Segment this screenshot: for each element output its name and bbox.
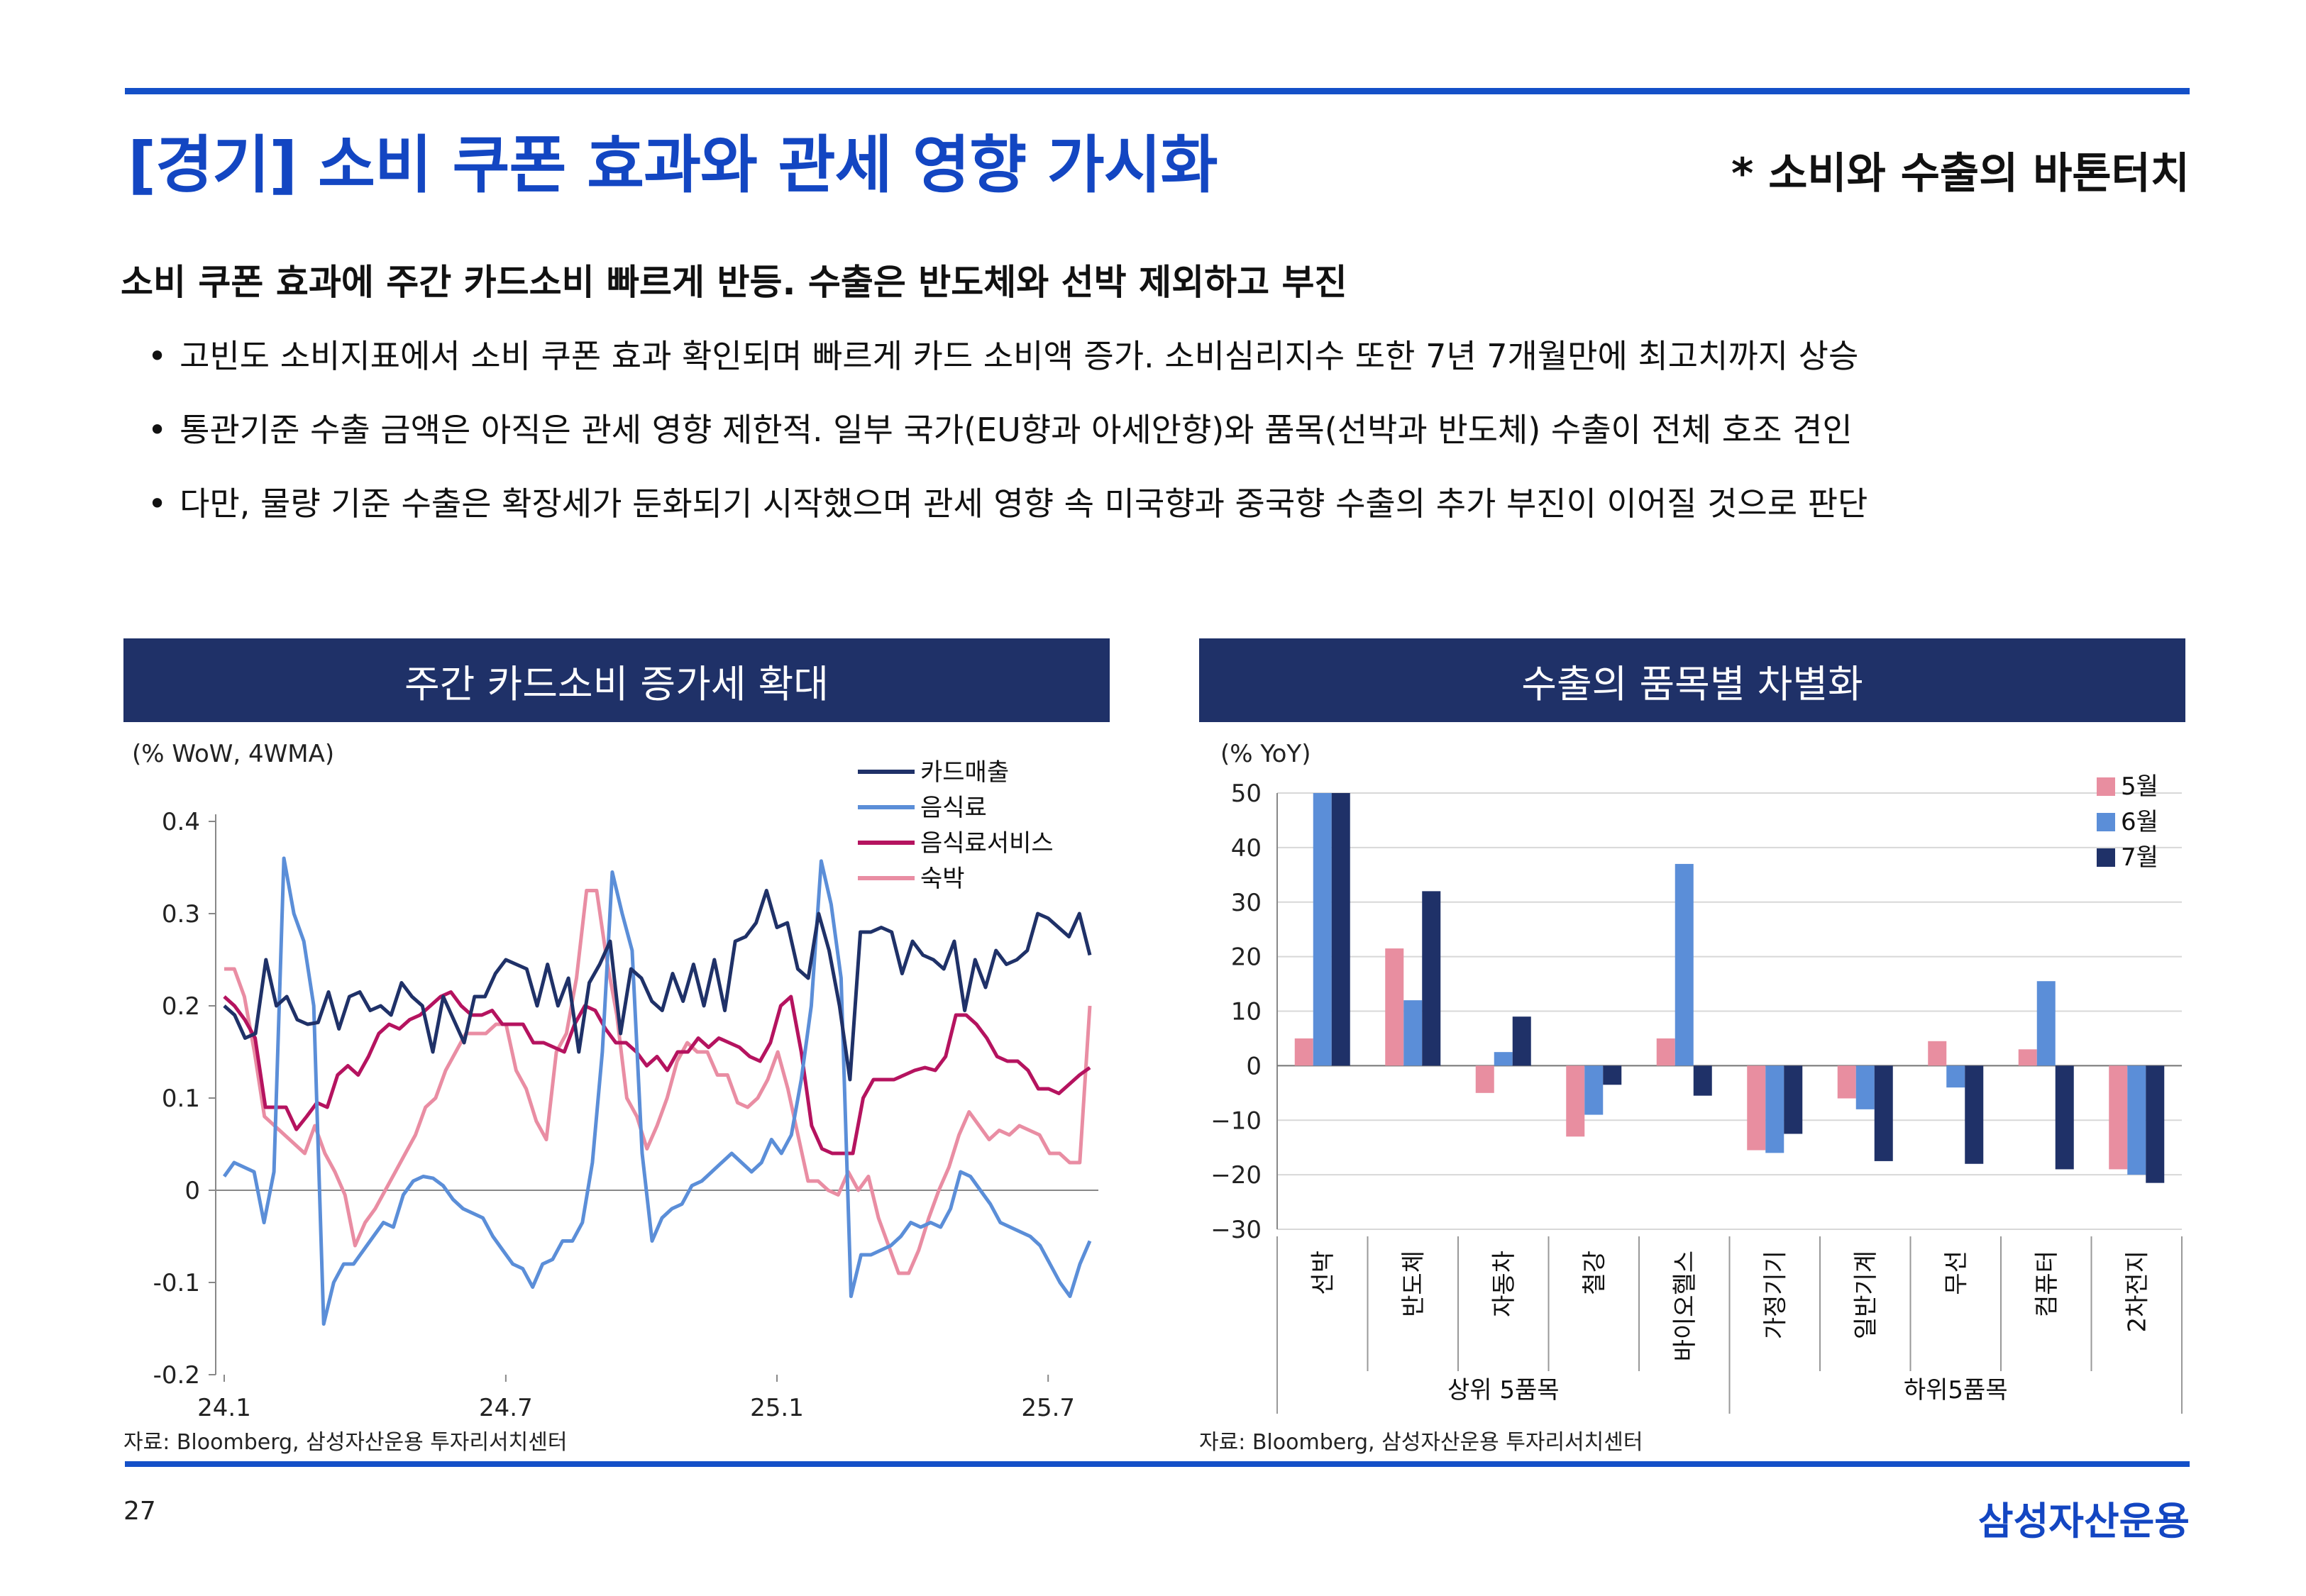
legend-label: 카드매출 [920, 758, 1009, 787]
category-label: 선박 [1309, 1251, 1337, 1295]
y-tick-label: −10 [1210, 1107, 1262, 1135]
bullet-item: 고빈도 소비지표에서 소비 쿠폰 효과 확인되며 빠르게 카드 소비액 증가. … [148, 325, 1868, 399]
bar-9-2 [2036, 981, 2056, 1066]
bar-7-2 [1855, 1065, 1875, 1109]
line-chart: (% WoW, 4WMA) 0.4 0.3 0.2 0.1 0 -0.1 -0.2 24.1 24… [132, 740, 1098, 1422]
legend-label: 음식료 [920, 794, 987, 822]
bar-8-1 [1928, 1041, 1947, 1066]
bar-6-3 [1784, 1065, 1803, 1134]
y-tick-label: 0.2 [162, 992, 200, 1021]
bar-3-1 [1475, 1065, 1494, 1093]
x-tick-label: 24.7 [479, 1394, 533, 1422]
bar-7-1 [1837, 1065, 1856, 1099]
category-label: 무선 [1942, 1251, 1970, 1295]
y-tick-label: 0.4 [162, 808, 200, 836]
bullet-item: 통관기준 수출 금액은 아직은 관세 영향 제한적. 일부 국가(EU향과 아세… [148, 399, 1868, 472]
y-tick-label: -0.1 [153, 1269, 200, 1297]
category-label: 일반기계 [1852, 1251, 1880, 1339]
y-tick-label: 0.1 [162, 1085, 200, 1113]
bar-9-3 [2055, 1065, 2074, 1170]
bar-5-3 [1693, 1065, 1712, 1096]
bar-1-2 [1313, 793, 1332, 1066]
bar-4-1 [1566, 1065, 1585, 1137]
right-chart-title: 수출의 품목별 차별화 [1199, 638, 2185, 722]
y-unit-label: (% YoY) [1220, 740, 1311, 768]
bullet-list: 고빈도 소비지표에서 소비 쿠폰 효과 확인되며 빠르게 카드 소비액 증가. … [148, 325, 1868, 546]
series-line-3 [223, 990, 1091, 1156]
bar-chart: (% YoY) 50 40 30 20 10 0 −10 −20 −30 선박 반도체 자동차 철강 바이오… [1210, 740, 2183, 1414]
left-chart-title: 주간 카드소비 증가세 확대 [123, 638, 1110, 722]
x-tick-label: 25.1 [750, 1394, 804, 1422]
x-tick-label: 24.1 [197, 1394, 251, 1422]
y-tick-label: 0 [184, 1177, 200, 1205]
right-source-note: 자료: Bloomberg, 삼성자산운용 투자리서치센터 [1199, 1430, 1643, 1455]
bar-10-3 [2146, 1065, 2165, 1183]
series-line-1 [223, 889, 1092, 1082]
y-tick-label: 20 [1231, 943, 1262, 972]
left-source-note: 자료: Bloomberg, 삼성자산운용 투자리서치센터 [123, 1430, 568, 1455]
page-title: [경기] 소비 쿠폰 효과와 관세 영향 가시화 [128, 128, 1218, 201]
brand-logo: 삼성자산운용 [1977, 1499, 2190, 1544]
bar-10-2 [2127, 1065, 2146, 1175]
bullet-item: 다만, 물량 기준 수출은 확장세가 둔화되기 시작했으며 관세 영향 속 미국… [148, 472, 1868, 546]
category-label: 철강 [1580, 1251, 1609, 1295]
legend-label: 6월 [2121, 808, 2158, 836]
bar-1-1 [1294, 1038, 1313, 1066]
bar-9-1 [2018, 1049, 2037, 1066]
bar-2-2 [1403, 1000, 1423, 1066]
bottom-rule [125, 1461, 2190, 1467]
y-unit-label: (% WoW, 4WMA) [132, 740, 334, 768]
bar-5-2 [1675, 863, 1694, 1066]
legend-swatch [2097, 813, 2115, 831]
category-label: 반도체 [1399, 1251, 1428, 1317]
legend-label: 7월 [2121, 843, 2158, 872]
bar-1-3 [1331, 793, 1350, 1066]
legend-swatch [2097, 777, 2115, 796]
y-tick-label: 10 [1231, 998, 1262, 1026]
bar-10-1 [2109, 1065, 2128, 1170]
series-line-4 [224, 889, 1092, 1275]
page-subtitle: * 소비와 수출의 바톤터치 [1731, 149, 2190, 199]
bar-6-1 [1747, 1065, 1766, 1151]
bar-3-3 [1512, 1016, 1531, 1066]
legend-label: 5월 [2121, 772, 2158, 801]
legend-label: 음식료서비스 [920, 829, 1054, 858]
y-tick-label: 50 [1231, 780, 1262, 808]
group-label: 상위 5품목 [1447, 1376, 1560, 1404]
y-tick-label: 0.3 [162, 900, 200, 929]
bar-4-2 [1584, 1065, 1604, 1115]
y-tick-label: −20 [1210, 1161, 1262, 1190]
group-label: 하위5품목 [1904, 1376, 2008, 1404]
bar-2-1 [1385, 948, 1404, 1066]
y-tick-label: 30 [1231, 889, 1262, 917]
bar-8-3 [1965, 1065, 1984, 1164]
bar-3-2 [1494, 1052, 1513, 1066]
headline: 소비 쿠폰 효과에 주간 카드소비 빠르게 반등. 수출은 반도체와 선박 제외… [121, 262, 1347, 303]
category-label: 바이오헬스 [1671, 1251, 1699, 1361]
bar-5-1 [1656, 1038, 1675, 1066]
legend-label: 숙박 [920, 865, 965, 893]
bar-6-2 [1765, 1065, 1784, 1153]
y-tick-label: 40 [1231, 834, 1262, 863]
category-label: 컴퓨터 [2033, 1251, 2061, 1317]
y-tick-label: −30 [1210, 1216, 1262, 1244]
category-label: 자동차 [1490, 1251, 1518, 1317]
y-tick-label: 0 [1246, 1052, 1262, 1080]
category-label: 가정기기 [1761, 1251, 1789, 1339]
page-number: 27 [123, 1497, 156, 1526]
category-label: 2차전지 [2123, 1251, 2151, 1332]
y-tick-label: -0.2 [153, 1361, 200, 1390]
bar-8-2 [1946, 1065, 1965, 1088]
legend-swatch [2097, 848, 2115, 867]
top-rule [125, 88, 2190, 94]
bar-7-3 [1874, 1065, 1893, 1161]
series-line-2 [222, 856, 1092, 1326]
x-tick-label: 25.7 [1021, 1394, 1075, 1422]
bar-2-3 [1422, 891, 1441, 1066]
bar-4-3 [1603, 1065, 1622, 1085]
